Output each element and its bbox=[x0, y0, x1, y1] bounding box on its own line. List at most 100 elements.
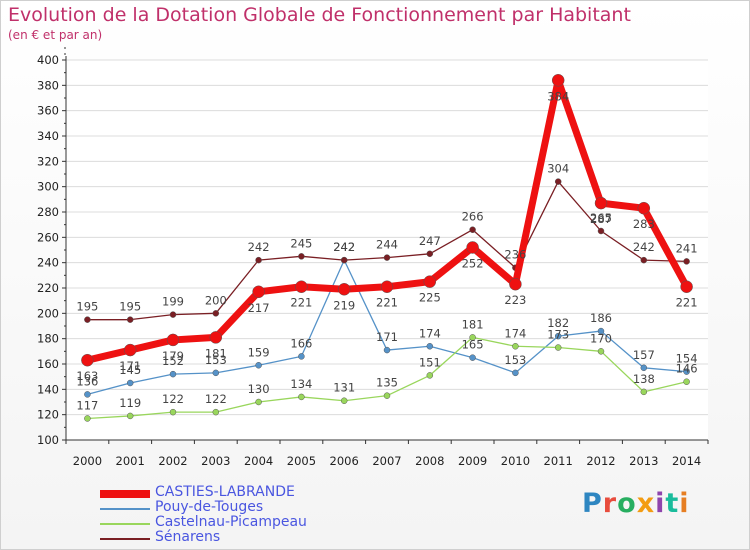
y-tick-label-180: 180 bbox=[37, 332, 59, 346]
data-label-senarens-2012: 265 bbox=[590, 211, 612, 225]
data-point-senarens-2001 bbox=[126, 316, 134, 323]
data-point-senarens-2003 bbox=[212, 310, 220, 317]
data-label-casties-labrande-2007: 221 bbox=[376, 296, 398, 310]
data-label-casties-labrande-2005: 221 bbox=[290, 296, 312, 310]
data-label-casties-labrande-2009: 252 bbox=[462, 256, 484, 270]
data-label-senarens-2000: 195 bbox=[76, 300, 98, 314]
x-axis: 2000 2001 2002 2003 2004 2005 2006 2007 2008 2009… bbox=[65, 439, 709, 468]
y-tick-label-240: 240 bbox=[37, 256, 59, 270]
data-point-castelnau-picampeau-2012 bbox=[597, 348, 605, 355]
y-tick-label-400: 400 bbox=[37, 53, 59, 67]
y-tick-label-140: 140 bbox=[37, 382, 59, 396]
data-label-castelnau-picampeau-2001: 119 bbox=[119, 396, 141, 410]
data-point-casties-labrande-2008 bbox=[423, 275, 437, 288]
data-point-senarens-2013 bbox=[640, 256, 648, 264]
x-tick-label-2000: 2000 bbox=[73, 454, 102, 468]
x-tick-label-2009: 2009 bbox=[458, 454, 487, 468]
data-point-senarens-2012 bbox=[597, 227, 605, 235]
data-point-castelnau-picampeau-2003 bbox=[212, 408, 220, 416]
data-label-castelnau-picampeau-2007: 135 bbox=[376, 376, 398, 390]
data-point-senarens-2004 bbox=[255, 256, 262, 264]
data-point-pouy-de-touges-2014 bbox=[683, 368, 690, 375]
data-label-castelnau-picampeau-2006: 131 bbox=[333, 381, 355, 395]
data-point-castelnau-picampeau-2013 bbox=[640, 388, 648, 396]
data-label-casties-labrande-2011: 384 bbox=[547, 89, 569, 103]
data-point-casties-labrande-2005 bbox=[295, 280, 308, 293]
data-label-pouy-de-touges-2001: 145 bbox=[119, 363, 141, 377]
data-point-pouy-de-touges-2002 bbox=[169, 370, 177, 378]
series-lines bbox=[81, 74, 693, 422]
y-tick-label-120: 120 bbox=[37, 408, 59, 422]
data-point-casties-labrande-2014 bbox=[680, 280, 693, 293]
data-label-castelnau-picampeau-2002: 122 bbox=[162, 392, 184, 406]
y-tick-label-220: 220 bbox=[37, 281, 59, 295]
data-point-casties-labrande-2012 bbox=[594, 196, 608, 210]
data-label-casties-labrande-2000: 163 bbox=[76, 369, 98, 383]
data-label-casties-labrande-2003: 181 bbox=[205, 346, 227, 360]
data-point-casties-labrande-2007 bbox=[380, 280, 394, 293]
legend-swatch-casties-labrande bbox=[100, 490, 150, 498]
x-tick-label-2001: 2001 bbox=[116, 454, 145, 468]
logo-letter: i bbox=[679, 488, 690, 519]
data-label-senarens-2004: 242 bbox=[248, 240, 270, 254]
data-label-pouy-de-touges-2002: 152 bbox=[162, 354, 184, 368]
data-point-senarens-2006 bbox=[340, 256, 348, 264]
data-label-castelnau-picampeau-2014: 146 bbox=[676, 362, 698, 376]
data-point-casties-labrande-2003 bbox=[209, 331, 223, 344]
logo-letter: r bbox=[602, 488, 618, 519]
data-label-pouy-de-touges-2013: 157 bbox=[633, 348, 655, 362]
legend-label-pouy-de-touges: Pouy-de-Touges bbox=[155, 499, 264, 515]
x-tick-label-2007: 2007 bbox=[372, 454, 401, 468]
y-tick-label-380: 380 bbox=[37, 78, 59, 92]
data-label-pouy-de-touges-2005: 166 bbox=[290, 336, 312, 350]
data-point-castelnau-picampeau-2002 bbox=[169, 408, 177, 416]
data-point-pouy-de-touges-2009 bbox=[469, 354, 476, 361]
data-label-senarens-2009: 266 bbox=[462, 210, 484, 224]
x-tick-label-2012: 2012 bbox=[586, 454, 615, 468]
data-point-casties-labrande-2002 bbox=[166, 333, 180, 347]
data-point-pouy-de-touges-2005 bbox=[298, 353, 305, 360]
data-point-casties-labrande-2004 bbox=[252, 285, 265, 299]
data-point-pouy-de-touges-2000 bbox=[84, 391, 91, 398]
x-tick-label-2006: 2006 bbox=[330, 454, 359, 468]
legend-swatch-pouy-de-touges bbox=[100, 508, 150, 510]
y-tick-label-100: 100 bbox=[37, 433, 59, 447]
data-label-castelnau-picampeau-2013: 138 bbox=[633, 372, 655, 386]
data-label-pouy-de-touges-2012: 186 bbox=[590, 311, 612, 325]
data-label-castelnau-picampeau-2004: 130 bbox=[248, 382, 270, 396]
x-tick-label-2010: 2010 bbox=[501, 454, 530, 468]
data-point-casties-labrande-2010 bbox=[509, 277, 522, 291]
data-label-castelnau-picampeau-2000: 117 bbox=[76, 398, 98, 412]
data-label-castelnau-picampeau-2009: 181 bbox=[462, 317, 484, 331]
data-point-pouy-de-touges-2010 bbox=[512, 369, 519, 377]
data-label-pouy-de-touges-2006: 242 bbox=[333, 240, 355, 254]
data-label-casties-labrande-2014: 221 bbox=[676, 296, 698, 310]
data-point-castelnau-picampeau-2011 bbox=[554, 344, 562, 351]
data-label-pouy-de-touges-2007: 171 bbox=[376, 330, 398, 344]
data-label-castelnau-picampeau-2008: 151 bbox=[419, 355, 441, 369]
logo-letter: o bbox=[617, 488, 637, 519]
data-label-senarens-2003: 200 bbox=[205, 293, 227, 307]
data-label-casties-labrande-2006: 219 bbox=[333, 298, 355, 312]
data-point-castelnau-picampeau-2009 bbox=[469, 334, 476, 341]
logo-letter: i bbox=[655, 488, 666, 519]
y-tick-label-260: 260 bbox=[37, 230, 59, 244]
data-point-senarens-2008 bbox=[426, 250, 434, 258]
x-tick-label-2013: 2013 bbox=[629, 454, 658, 468]
data-label-senarens-2010: 236 bbox=[504, 248, 526, 262]
data-label-casties-labrande-2001: 171 bbox=[119, 359, 141, 373]
data-point-castelnau-picampeau-2004 bbox=[255, 398, 262, 406]
data-point-castelnau-picampeau-2007 bbox=[383, 392, 391, 399]
data-point-casties-labrande-2011 bbox=[551, 74, 565, 87]
data-point-senarens-2014 bbox=[683, 258, 690, 265]
data-label-castelnau-picampeau-2011: 173 bbox=[547, 328, 569, 342]
x-tick-label-2005: 2005 bbox=[287, 454, 316, 468]
data-label-castelnau-picampeau-2010: 174 bbox=[504, 326, 526, 340]
data-point-castelnau-picampeau-2014 bbox=[683, 378, 690, 385]
x-tick-label-2004: 2004 bbox=[244, 454, 273, 468]
data-label-pouy-de-touges-2008: 174 bbox=[419, 326, 441, 340]
logo-letter: t bbox=[665, 488, 680, 519]
legend-swatch-senarens bbox=[100, 538, 150, 540]
data-label-castelnau-picampeau-2012: 170 bbox=[590, 331, 612, 345]
